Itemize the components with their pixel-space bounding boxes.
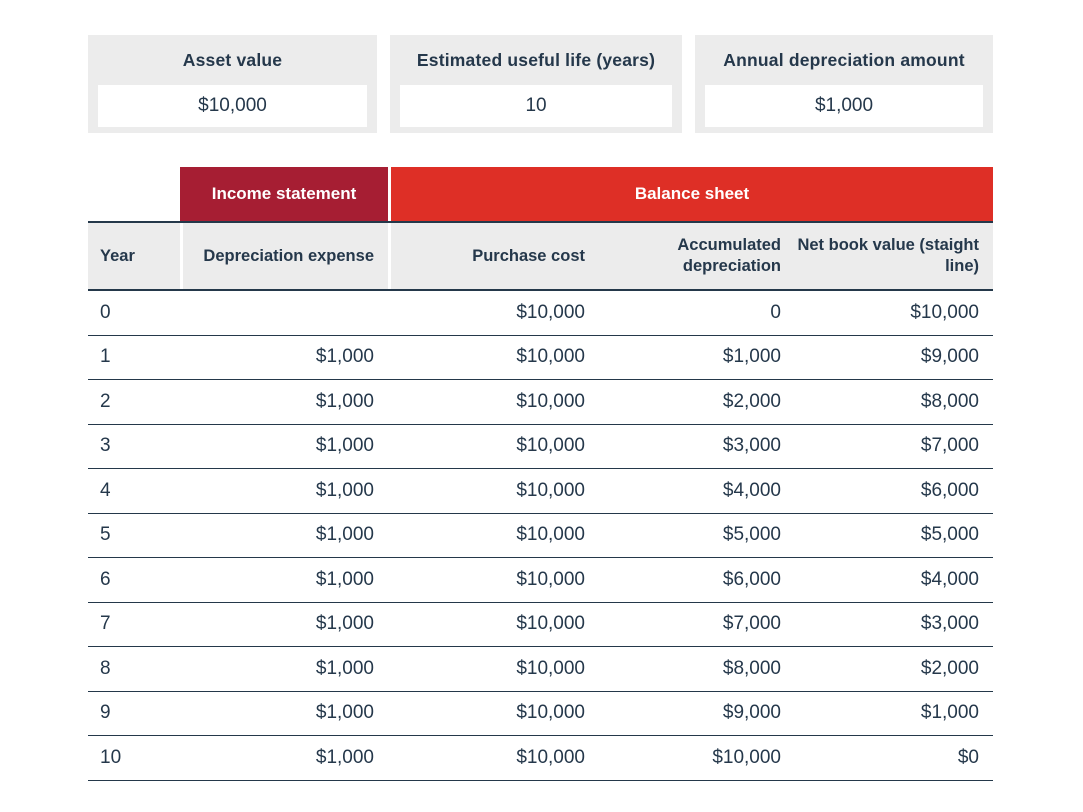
- cell-net-book-value: $2,000: [920, 657, 979, 679]
- cell-purchase-cost: $10,000: [516, 301, 585, 323]
- cell-purchase-cost: $10,000: [516, 524, 585, 546]
- cell-net-book-value: $6,000: [920, 479, 979, 501]
- annual-depreciation-label: Annual depreciation amount: [723, 49, 965, 70]
- table-row: 3 $1,000 $10,000 $3,000 $7,000: [88, 425, 993, 469]
- cell-purchase-cost: $10,000: [516, 479, 585, 501]
- cell-year: 0: [100, 301, 111, 323]
- cell-depreciation-expense: $1,000: [315, 568, 374, 590]
- cell-year: 10: [100, 746, 122, 768]
- calculator-inputs: Asset value $10,000 Estimated useful lif…: [88, 35, 993, 133]
- cell-purchase-cost: $10,000: [516, 568, 585, 590]
- cell-net-book-value: $9,000: [920, 346, 979, 368]
- cell-purchase-cost: $10,000: [516, 346, 585, 368]
- cell-depreciation-expense: $1,000: [315, 613, 374, 635]
- cell-net-book-value: $8,000: [920, 390, 979, 412]
- cell-accumulated-depreciation: $2,000: [722, 390, 781, 412]
- group-header-spacer: [88, 167, 180, 221]
- cell-depreciation-expense: $1,000: [315, 346, 374, 368]
- cell-net-book-value: $5,000: [920, 524, 979, 546]
- cell-net-book-value: $3,000: [920, 613, 979, 635]
- cell-accumulated-depreciation: $5,000: [722, 524, 781, 546]
- table-row: 2 $1,000 $10,000 $2,000 $8,000: [88, 380, 993, 425]
- table-row: 4 $1,000 $10,000 $4,000 $6,000: [88, 469, 993, 514]
- cell-net-book-value: $7,000: [920, 435, 979, 457]
- cell-depreciation-expense: $1,000: [315, 746, 374, 768]
- cell-net-book-value: $0: [957, 746, 979, 768]
- cell-accumulated-depreciation: $9,000: [722, 702, 781, 724]
- cell-net-book-value: $10,000: [910, 301, 979, 323]
- table-row: 9 $1,000 $10,000 $9,000 $1,000: [88, 692, 993, 736]
- cell-accumulated-depreciation: $4,000: [722, 479, 781, 501]
- table-row: 10 $1,000 $10,000 $10,000 $0: [88, 736, 993, 781]
- cell-accumulated-depreciation: $1,000: [722, 346, 781, 368]
- cell-year: 5: [100, 524, 111, 546]
- cell-accumulated-depreciation: $6,000: [722, 568, 781, 590]
- asset-value-label: Asset value: [182, 49, 283, 70]
- cell-purchase-cost: $10,000: [516, 657, 585, 679]
- cell-year: 6: [100, 568, 111, 590]
- column-header-purchase-cost: Purchase cost: [388, 223, 599, 289]
- cell-accumulated-depreciation: 0: [770, 301, 781, 323]
- cell-depreciation-expense: $1,000: [315, 435, 374, 457]
- cell-year: 2: [100, 390, 111, 412]
- table-row: 5 $1,000 $10,000 $5,000 $5,000: [88, 514, 993, 558]
- table-row: 1 $1,000 $10,000 $1,000 $9,000: [88, 336, 993, 380]
- cell-depreciation-expense: $1,000: [315, 479, 374, 501]
- table-row: 7 $1,000 $10,000 $7,000 $3,000: [88, 603, 993, 647]
- cell-purchase-cost: $10,000: [516, 746, 585, 768]
- cell-purchase-cost: $10,000: [516, 613, 585, 635]
- table-group-header-row: Income statement Balance sheet: [88, 167, 993, 221]
- cell-depreciation-expense: $1,000: [315, 657, 374, 679]
- table-row: 8 $1,000 $10,000 $8,000 $2,000: [88, 647, 993, 692]
- balance-sheet-group-header: Balance sheet: [391, 167, 993, 221]
- cell-year: 7: [100, 613, 111, 635]
- column-header-depreciation-expense: Depreciation expense: [180, 223, 388, 289]
- cell-depreciation-expense: $1,000: [315, 524, 374, 546]
- column-header-net-book-value: Net book value (staight line): [797, 236, 979, 275]
- asset-value-input[interactable]: $10,000: [98, 85, 368, 127]
- annual-depreciation-card: Annual depreciation amount $1,000: [695, 35, 993, 133]
- income-statement-group-header: Income statement: [180, 167, 388, 221]
- group-header-divider: [388, 167, 391, 221]
- cell-net-book-value: $1,000: [920, 702, 979, 724]
- table-column-header-row: Year Depreciation expense Purchase cost …: [88, 221, 993, 291]
- cell-accumulated-depreciation: $10,000: [712, 746, 781, 768]
- cell-accumulated-depreciation: $3,000: [722, 435, 781, 457]
- cell-year: 3: [100, 435, 111, 457]
- column-header-year: Year: [100, 246, 135, 265]
- table-row: 0 $10,000 0 $10,000: [88, 291, 993, 336]
- table-row: 6 $1,000 $10,000 $6,000 $4,000: [88, 558, 993, 603]
- cell-depreciation-expense: [180, 291, 388, 335]
- column-header-accumulated-depreciation: Accumulated depreciation: [677, 236, 781, 275]
- cell-accumulated-depreciation: $7,000: [722, 613, 781, 635]
- cell-year: 1: [100, 346, 111, 368]
- depreciation-table: Income statement Balance sheet Year Depr…: [88, 167, 993, 781]
- cell-depreciation-expense: $1,000: [315, 702, 374, 724]
- cell-year: 9: [100, 702, 111, 724]
- cell-accumulated-depreciation: $8,000: [722, 657, 781, 679]
- useful-life-card: Estimated useful life (years) 10: [390, 35, 683, 133]
- cell-year: 8: [100, 657, 111, 679]
- cell-purchase-cost: $10,000: [516, 435, 585, 457]
- cell-purchase-cost: $10,000: [516, 390, 585, 412]
- cell-net-book-value: $4,000: [920, 568, 979, 590]
- asset-value-card: Asset value $10,000: [88, 35, 378, 133]
- useful-life-input[interactable]: 10: [400, 85, 673, 127]
- cell-depreciation-expense: $1,000: [315, 390, 374, 412]
- useful-life-label: Estimated useful life (years): [416, 49, 656, 70]
- cell-year: 4: [100, 479, 111, 501]
- table-body: 0 $10,000 0 $10,000 1 $1,000 $10,000 $1,…: [88, 291, 993, 781]
- cell-purchase-cost: $10,000: [516, 702, 585, 724]
- annual-depreciation-input[interactable]: $1,000: [705, 85, 983, 127]
